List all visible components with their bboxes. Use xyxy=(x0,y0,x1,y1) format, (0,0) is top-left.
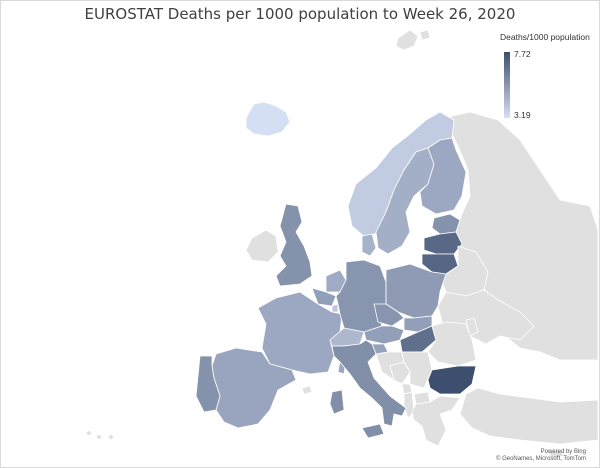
chart-title: EUROSTAT Deaths per 1000 population to W… xyxy=(84,5,516,23)
region-turkey[interactable] xyxy=(459,387,599,445)
region-greece[interactable] xyxy=(411,395,461,447)
region-albania[interactable] xyxy=(403,391,415,419)
legend-max-label: 7.72 xyxy=(514,49,531,59)
region-serbia[interactable] xyxy=(401,351,433,389)
region-svalbard[interactable] xyxy=(395,29,431,51)
region-denmark[interactable] xyxy=(361,233,377,257)
region-ireland[interactable] xyxy=(245,229,279,263)
region-bulgaria[interactable] xyxy=(427,365,477,395)
region-bosnia[interactable] xyxy=(389,361,411,385)
region-estonia[interactable] xyxy=(431,213,461,235)
region-sardinia[interactable] xyxy=(329,389,345,415)
credit-powered-by: Powered by Bing xyxy=(540,449,586,455)
region-sicily[interactable] xyxy=(361,423,385,439)
region-italy[interactable] xyxy=(331,339,407,427)
region-russia[interactable] xyxy=(443,111,599,361)
legend-color-scale xyxy=(504,52,510,118)
legend-title: Deaths/1000 population xyxy=(500,32,590,42)
region-austria[interactable] xyxy=(363,325,405,345)
region-finland[interactable] xyxy=(419,137,467,215)
region-latvia[interactable] xyxy=(423,231,463,255)
region-luxembourg[interactable] xyxy=(331,303,339,313)
region-romania[interactable] xyxy=(427,321,477,367)
region-poland[interactable] xyxy=(385,263,447,319)
region-cyprus[interactable] xyxy=(547,449,565,459)
legend-min-label: 3.19 xyxy=(514,110,531,120)
region-balearics xyxy=(301,385,313,395)
region-iceland[interactable] xyxy=(245,101,291,137)
region-uk[interactable] xyxy=(275,203,313,287)
region-canary-islands xyxy=(85,429,115,441)
credit-attribution: © GeoNames, Microsoft, TomTom xyxy=(496,456,586,462)
region-portugal[interactable] xyxy=(195,355,221,413)
region-france[interactable] xyxy=(257,291,343,375)
region-belgium[interactable] xyxy=(311,287,337,307)
